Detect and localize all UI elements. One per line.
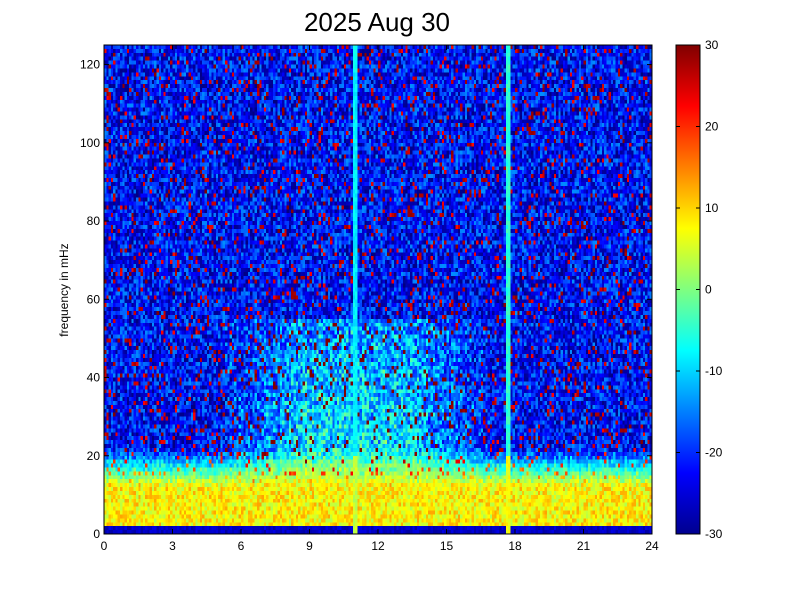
colorbar-ticks: 30 20 10 0 -10 -20 -30 xyxy=(676,38,723,541)
chart-title: 2025 Aug 30 xyxy=(304,7,450,37)
y-tick-label: 80 xyxy=(87,214,101,228)
x-axis: 0 3 6 9 12 15 18 21 24 xyxy=(101,45,659,553)
colorbar-tick-label: 0 xyxy=(705,283,712,297)
y-axis-label: frequency in mHz xyxy=(57,243,71,336)
x-tick-label: 18 xyxy=(508,539,522,553)
x-tick-label: 9 xyxy=(306,539,313,553)
y-tick-label: 100 xyxy=(80,136,100,150)
colorbar-tick-label: -20 xyxy=(705,446,723,460)
heatmap-raster xyxy=(104,45,652,534)
colorbar-tick-label: 20 xyxy=(705,120,719,134)
colorbar-tick-label: 30 xyxy=(705,38,719,52)
y-tick-label: 20 xyxy=(87,449,101,463)
x-tick-label: 21 xyxy=(577,539,591,553)
spectrogram-heatmap xyxy=(104,45,652,534)
y-tick-label: 40 xyxy=(87,371,101,385)
x-tick-label: 12 xyxy=(371,539,385,553)
x-tick-label: 15 xyxy=(440,539,454,553)
x-tick-label: 0 xyxy=(101,539,108,553)
y-tick-label: 60 xyxy=(87,292,101,306)
y-axis: 0 20 40 60 80 100 120 xyxy=(80,58,652,541)
colorbar-tick-label: -30 xyxy=(705,527,723,541)
y-tick-label: 120 xyxy=(80,58,100,72)
x-tick-label: 6 xyxy=(238,539,245,553)
x-tick-label: 24 xyxy=(645,539,659,553)
colorbar-tick-label: 10 xyxy=(705,201,719,215)
x-tick-label: 3 xyxy=(169,539,176,553)
y-tick-label: 0 xyxy=(93,527,100,541)
colorbar-tick-label: -10 xyxy=(705,364,723,378)
